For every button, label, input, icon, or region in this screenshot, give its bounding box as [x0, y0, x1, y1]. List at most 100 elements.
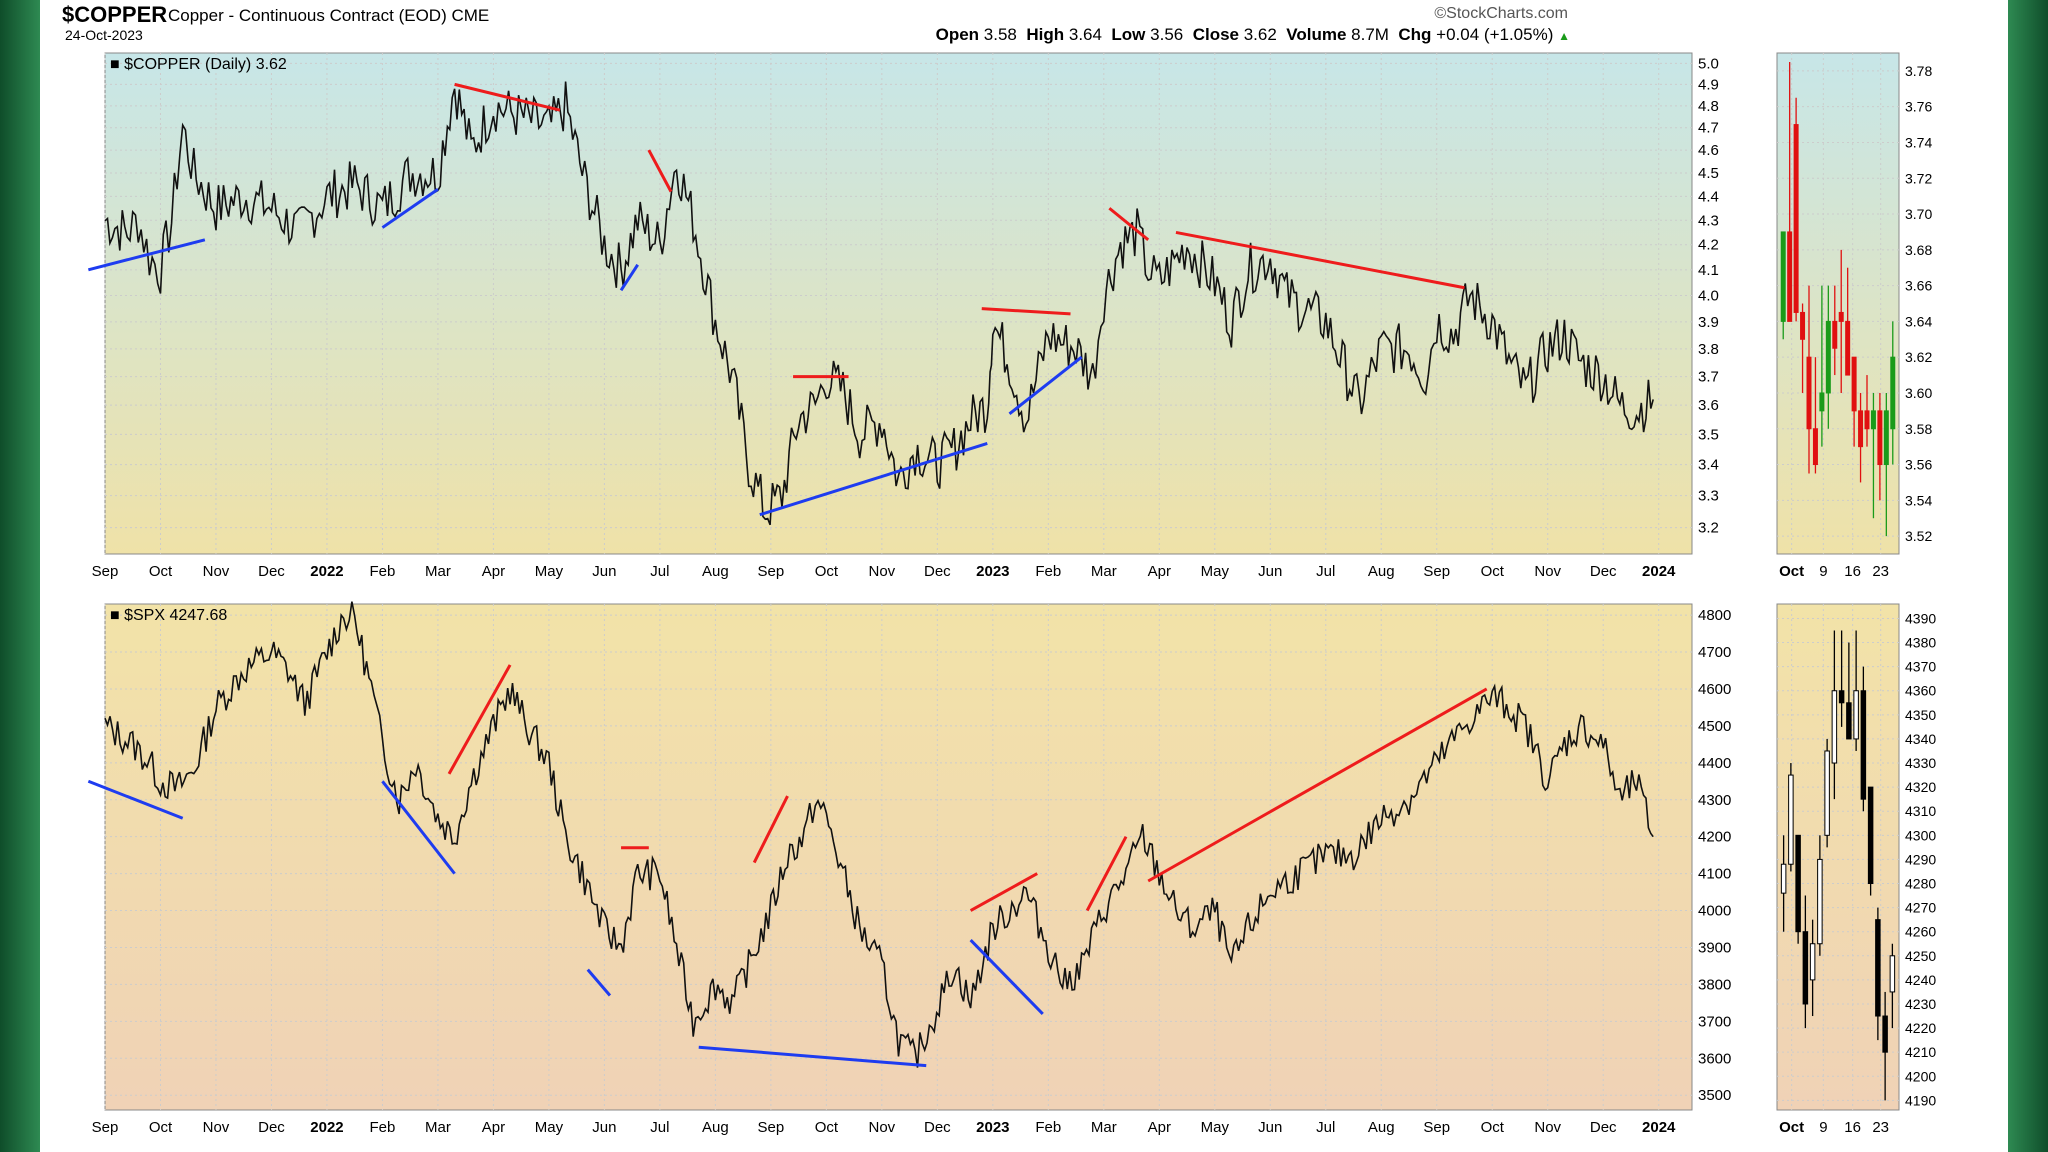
x-tick-label: Jun — [1258, 1119, 1282, 1136]
trendline-red — [969, 872, 1038, 912]
x-tick-label: Feb — [1035, 563, 1061, 580]
y-tick-label: 4.7 — [1698, 120, 1719, 137]
candle-body — [1875, 919, 1881, 1017]
candle-body — [1883, 410, 1889, 466]
spx-zoom-chart: 4190 4200 4210 4220 4230 4240 4250 4260 4270 4280… — [1776, 603, 1936, 1136]
candle-body — [1809, 943, 1816, 981]
price-line — [104, 81, 1654, 526]
x-tick-label: 2022 — [310, 563, 343, 580]
y-tick-label: 4.8 — [1698, 98, 1719, 115]
y-tick-label: 3.5 — [1698, 426, 1719, 443]
x-tick-label: 16 — [1844, 1119, 1861, 1136]
trendline-blue — [87, 238, 206, 272]
trendline-red — [1108, 207, 1150, 241]
x-tick-label: Oct — [815, 1119, 839, 1136]
x-tick-label: Oct — [815, 563, 839, 580]
y-tick-label: 4.1 — [1698, 262, 1719, 279]
panel-legend: ■ $COPPER (Daily) 3.62 — [110, 56, 287, 73]
y-tick-label: 4210 — [1905, 1044, 1936, 1060]
candle-body — [1800, 311, 1806, 340]
x-tick-label: 23 — [1872, 563, 1889, 580]
trendline-blue — [1008, 355, 1083, 416]
y-tick-label: 4270 — [1905, 900, 1936, 916]
candle-body — [1864, 410, 1870, 430]
y-tick-label: 3.2 — [1698, 520, 1719, 537]
x-tick-label: Jul — [1316, 563, 1335, 580]
x-tick-label: 9 — [1819, 1119, 1827, 1136]
y-tick-label: 3.58 — [1905, 421, 1932, 437]
y-tick-label: 3.76 — [1905, 99, 1932, 115]
y-tick-label: 4390 — [1905, 610, 1936, 626]
y-tick-label: 4370 — [1905, 659, 1936, 675]
y-tick-label: 3.9 — [1698, 314, 1719, 331]
candle-body — [1819, 392, 1825, 412]
candle-body — [1793, 124, 1799, 313]
exchange: CME — [451, 6, 490, 25]
y-tick-label: 3.62 — [1905, 349, 1932, 365]
trendline-red — [752, 795, 789, 864]
candle-body — [1838, 690, 1845, 704]
x-tick-label: May — [1201, 563, 1230, 580]
x-tick-label: Oct — [149, 563, 173, 580]
y-tick-label: 4700 — [1698, 644, 1731, 661]
y-tick-label: 3.64 — [1905, 313, 1932, 329]
candle-body — [1825, 320, 1831, 394]
x-tick-label: Oct — [1779, 1119, 1804, 1136]
candle-body — [1788, 774, 1794, 865]
y-tick-label: 4.5 — [1698, 165, 1719, 182]
y-tick-label: 3.54 — [1905, 492, 1932, 508]
trendline-red — [647, 149, 673, 193]
x-tick-label: Apr — [482, 563, 505, 580]
x-tick-label: Sep — [758, 563, 785, 580]
x-tick-label: Nov — [869, 1119, 896, 1136]
x-tick-label: Jul — [650, 563, 669, 580]
high-value: 3.64 — [1068, 25, 1102, 44]
y-tick-label: 4260 — [1905, 924, 1936, 940]
y-tick-label: 4310 — [1905, 803, 1936, 819]
y-tick-label: 3.7 — [1698, 369, 1719, 386]
open-label: Open — [935, 25, 980, 44]
trendline-blue — [619, 263, 639, 292]
panel-legend: ■ $SPX 4247.68 — [110, 607, 227, 624]
y-tick-label: 4190 — [1905, 1092, 1936, 1108]
x-tick-label: Nov — [203, 1119, 230, 1136]
x-tick-label: Mar — [1091, 1119, 1117, 1136]
y-tick-label: 4330 — [1905, 755, 1936, 771]
y-tick-label: 4280 — [1905, 876, 1936, 892]
trendline-red — [447, 664, 512, 775]
x-tick-label: Dec — [258, 1119, 285, 1136]
up-triangle-icon: ▲ — [1558, 29, 1570, 43]
x-tick-label: Dec — [1590, 563, 1617, 580]
y-tick-label: 3.56 — [1905, 457, 1932, 473]
candle-body — [1824, 750, 1830, 836]
x-tick-label: Mar — [425, 1119, 451, 1136]
plot-background — [104, 603, 1693, 1111]
brand-watermark: ©StockCharts.com — [1434, 5, 1568, 22]
copper-main-chart: Sep Oct Nov Dec 2022 Feb Mar Apr May Jun Jul Aug Sep… — [87, 52, 1719, 580]
y-tick-label: 4300 — [1698, 792, 1731, 809]
x-tick-label: 2022 — [310, 1119, 343, 1136]
trendline-blue — [381, 188, 439, 229]
candle-body — [1780, 863, 1787, 894]
candle-body — [1877, 410, 1883, 466]
x-tick-label: 9 — [1819, 563, 1827, 580]
x-tick-label: Jun — [592, 1119, 616, 1136]
x-tick-label: Aug — [702, 1119, 729, 1136]
candle-body — [1867, 786, 1874, 885]
y-tick-label: 4250 — [1905, 948, 1936, 964]
x-tick-label: Sep — [92, 1119, 119, 1136]
x-tick-label: Feb — [1035, 1119, 1061, 1136]
y-tick-label: 4360 — [1905, 683, 1936, 699]
y-tick-label: 4000 — [1698, 903, 1731, 920]
candle-body — [1806, 356, 1812, 430]
y-tick-label: 3600 — [1698, 1050, 1731, 1067]
x-tick-label: Aug — [1368, 1119, 1395, 1136]
x-tick-label: Mar — [1091, 563, 1117, 580]
x-tick-label: 23 — [1872, 1119, 1889, 1136]
trendline-red — [454, 82, 561, 112]
candle-body — [1889, 955, 1896, 993]
y-tick-label: 4320 — [1905, 779, 1936, 795]
x-tick-label: Sep — [92, 563, 119, 580]
x-tick-label: Oct — [1779, 563, 1804, 580]
x-tick-label: Oct — [149, 1119, 173, 1136]
